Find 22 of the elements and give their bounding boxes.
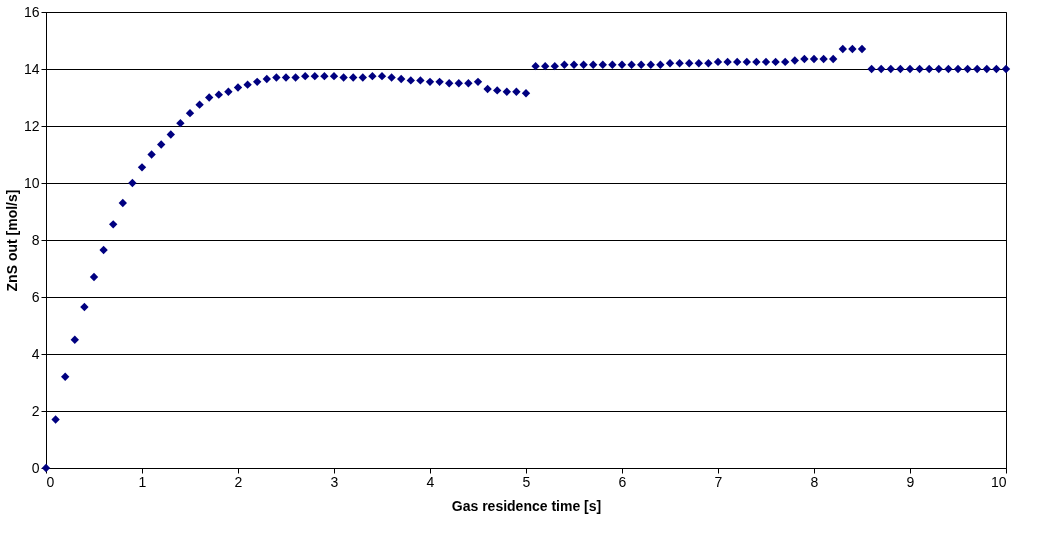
x-tick-label: 0 — [46, 473, 55, 490]
x-tick-label: 7 — [714, 473, 723, 490]
x-tick-label: 5 — [522, 473, 531, 490]
y-axis-title: ZnS out [mol/s] — [3, 189, 20, 292]
x-tick-label: 4 — [426, 473, 435, 490]
y-tick-label: 12 — [23, 117, 40, 134]
x-axis-title: Gas residence time [s] — [451, 497, 602, 514]
y-tick-label: 0 — [31, 459, 40, 476]
y-tick-label: 14 — [23, 60, 40, 77]
y-tick-label: 2 — [31, 402, 40, 419]
x-tick-label: 1 — [138, 473, 147, 490]
x-tick-label: 3 — [330, 473, 339, 490]
y-tick-label: 8 — [31, 231, 40, 248]
x-tick-label: 6 — [618, 473, 627, 490]
x-tick-label: 2 — [234, 473, 243, 490]
x-tick-label: 9 — [906, 473, 915, 490]
x-tick-label: 8 — [810, 473, 819, 490]
y-tick-label: 6 — [31, 288, 40, 305]
y-tick-label: 16 — [23, 3, 40, 20]
y-tick-label: 10 — [23, 174, 40, 191]
x-tick-label: 10 — [990, 473, 1007, 490]
y-tick-label: 4 — [31, 345, 40, 362]
